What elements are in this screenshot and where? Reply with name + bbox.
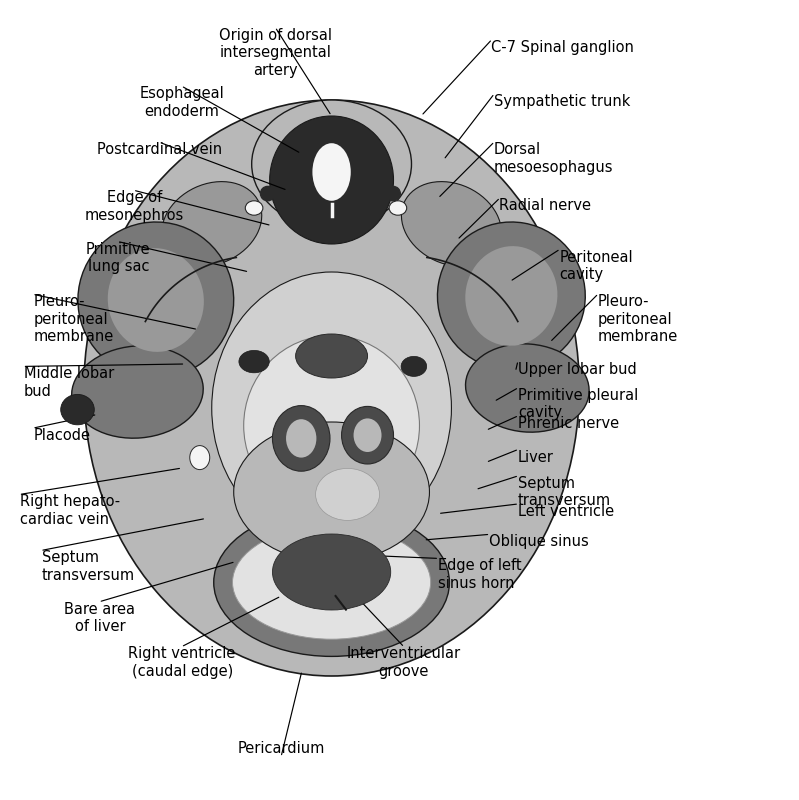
Text: Sympathetic trunk: Sympathetic trunk xyxy=(494,94,630,110)
Ellipse shape xyxy=(61,394,94,425)
Text: Primitive
lung sac: Primitive lung sac xyxy=(86,242,150,274)
Text: Upper lobar bud: Upper lobar bud xyxy=(518,362,637,377)
Ellipse shape xyxy=(272,406,330,471)
Text: Pleuro-
peritoneal
membrane: Pleuro- peritoneal membrane xyxy=(34,294,113,344)
Ellipse shape xyxy=(72,346,203,438)
Ellipse shape xyxy=(233,526,431,639)
Ellipse shape xyxy=(245,201,263,215)
Text: Phrenic nerve: Phrenic nerve xyxy=(518,416,619,431)
Text: Interventricular
groove: Interventricular groove xyxy=(347,646,460,678)
Ellipse shape xyxy=(214,509,449,656)
Ellipse shape xyxy=(260,186,275,201)
Ellipse shape xyxy=(269,116,393,244)
Text: Origin of dorsal
intersegmental
artery: Origin of dorsal intersegmental artery xyxy=(219,28,332,78)
Text: Pleuro-
peritoneal
membrane: Pleuro- peritoneal membrane xyxy=(598,294,678,344)
Text: Bare area
of liver: Bare area of liver xyxy=(65,602,135,634)
Text: Left ventricle: Left ventricle xyxy=(518,504,614,519)
Text: Septum
transversum: Septum transversum xyxy=(518,476,611,509)
Ellipse shape xyxy=(401,182,502,266)
Text: Placode: Placode xyxy=(34,428,90,443)
Ellipse shape xyxy=(389,201,407,215)
Text: Liver: Liver xyxy=(518,450,554,465)
Ellipse shape xyxy=(296,334,368,378)
Ellipse shape xyxy=(342,406,393,464)
Ellipse shape xyxy=(401,357,427,376)
Ellipse shape xyxy=(190,446,209,470)
Ellipse shape xyxy=(353,418,382,452)
Ellipse shape xyxy=(233,422,430,562)
Ellipse shape xyxy=(212,272,451,544)
Text: Edge of left
sinus horn: Edge of left sinus horn xyxy=(438,558,522,590)
Text: Radial nerve: Radial nerve xyxy=(499,198,591,214)
Text: Middle lobar
bud: Middle lobar bud xyxy=(24,366,114,398)
Ellipse shape xyxy=(312,143,351,201)
Ellipse shape xyxy=(272,534,391,610)
Text: Right ventricle
(caudal edge): Right ventricle (caudal edge) xyxy=(129,646,236,678)
Ellipse shape xyxy=(244,336,419,515)
Text: Edge of
mesonephros: Edge of mesonephros xyxy=(85,190,184,222)
Ellipse shape xyxy=(161,182,262,266)
Ellipse shape xyxy=(437,222,586,370)
Ellipse shape xyxy=(466,344,589,432)
Text: Peritoneal
cavity: Peritoneal cavity xyxy=(559,250,633,282)
Text: C-7 Spinal ganglion: C-7 Spinal ganglion xyxy=(491,40,634,55)
Text: Dorsal
mesoesophagus: Dorsal mesoesophagus xyxy=(494,142,614,175)
Text: Right hepato-
cardiac vein: Right hepato- cardiac vein xyxy=(20,494,120,526)
Ellipse shape xyxy=(286,419,316,458)
Text: Postcardinal vein: Postcardinal vein xyxy=(97,142,222,158)
Text: Septum
transversum: Septum transversum xyxy=(42,550,135,582)
Text: Esophageal
endoderm: Esophageal endoderm xyxy=(140,86,225,118)
Text: Primitive pleural
cavity: Primitive pleural cavity xyxy=(518,388,638,421)
Ellipse shape xyxy=(316,468,380,520)
Ellipse shape xyxy=(108,248,204,352)
Text: Oblique sinus: Oblique sinus xyxy=(489,534,589,550)
Ellipse shape xyxy=(239,350,269,373)
Ellipse shape xyxy=(78,222,234,378)
Text: Pericardium: Pericardium xyxy=(237,741,325,756)
Ellipse shape xyxy=(84,100,579,676)
Ellipse shape xyxy=(252,100,411,228)
Ellipse shape xyxy=(386,186,400,201)
Ellipse shape xyxy=(465,246,558,346)
